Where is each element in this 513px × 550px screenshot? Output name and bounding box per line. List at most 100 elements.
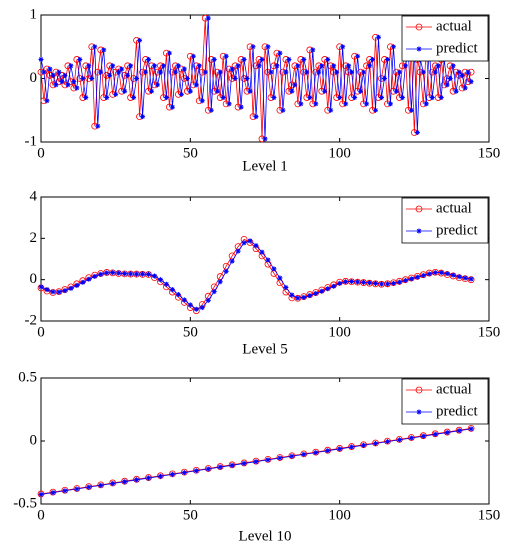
- data-point: [205, 466, 211, 472]
- data-point: [283, 69, 289, 75]
- data-point: [134, 76, 140, 81]
- data-point: [432, 69, 438, 75]
- data-point: [447, 76, 453, 81]
- data-point: [444, 271, 450, 277]
- data-point: [175, 292, 181, 298]
- x-axis-label: Level 5: [242, 341, 287, 357]
- data-point: [390, 280, 396, 286]
- data-point: [378, 95, 384, 101]
- data-point: [217, 464, 223, 470]
- data-point: [367, 63, 373, 69]
- data-point: [205, 297, 211, 303]
- data-point: [262, 136, 268, 142]
- data-point: [193, 82, 199, 88]
- y-tick-label: -1: [25, 133, 38, 149]
- data-point: [438, 270, 444, 276]
- data-point: [56, 289, 62, 295]
- data-point: [444, 82, 450, 88]
- data-point: [337, 280, 343, 286]
- data-point: [211, 289, 217, 295]
- data-point: [172, 69, 178, 75]
- data-point: [241, 460, 247, 466]
- data-point: [384, 281, 390, 287]
- data-point: [77, 56, 83, 62]
- data-point: [453, 88, 459, 94]
- data-point: [373, 107, 379, 113]
- data-point: [429, 95, 435, 101]
- data-point: [223, 268, 229, 274]
- series-line: [40, 18, 472, 139]
- data-point: [298, 101, 304, 107]
- data-point: [134, 477, 140, 483]
- data-point: [289, 88, 295, 94]
- data-point: [38, 56, 44, 62]
- data-point: [265, 257, 271, 263]
- data-point: [328, 107, 334, 113]
- data-point: [50, 289, 56, 295]
- data-point: [116, 69, 122, 75]
- data-point: [131, 95, 137, 101]
- data-point: [307, 293, 313, 299]
- data-point: [190, 53, 196, 59]
- legend-marker: [416, 46, 422, 52]
- data-point: [119, 66, 125, 72]
- data-point: [232, 76, 238, 81]
- data-point: [163, 281, 169, 287]
- data-point: [53, 82, 59, 88]
- data-point: [74, 282, 80, 288]
- data-point: [420, 273, 426, 279]
- data-point: [373, 280, 379, 286]
- data-point: [295, 295, 301, 301]
- legend-label: predict: [436, 222, 478, 238]
- data-point: [211, 56, 217, 62]
- data-point: [229, 66, 235, 72]
- data-point: [250, 44, 256, 50]
- x-tick-label: 100: [328, 507, 351, 523]
- data-point: [157, 277, 163, 283]
- data-point: [352, 95, 358, 101]
- data-point: [378, 281, 384, 287]
- data-point: [214, 88, 220, 94]
- data-point: [226, 101, 232, 107]
- data-point: [143, 69, 149, 75]
- data-point: [44, 287, 50, 293]
- data-point: [468, 79, 474, 85]
- data-point: [83, 95, 89, 101]
- legend-marker: [416, 409, 422, 415]
- data-point: [450, 272, 456, 278]
- y-tick-label: 0: [30, 70, 38, 86]
- data-point: [89, 76, 95, 81]
- data-point: [157, 473, 163, 479]
- data-point: [459, 72, 465, 78]
- data-point: [134, 271, 140, 277]
- x-axis-label: Level 10: [239, 528, 292, 544]
- data-point: [50, 490, 56, 496]
- data-point: [110, 63, 116, 69]
- data-point: [122, 479, 128, 485]
- data-point: [294, 294, 302, 302]
- data-point: [241, 240, 247, 246]
- data-point: [301, 56, 307, 62]
- data-point: [187, 88, 193, 94]
- x-tick-label: 150: [478, 507, 501, 523]
- data-point: [450, 63, 456, 69]
- data-point: [169, 471, 175, 477]
- data-point: [235, 63, 241, 69]
- data-point: [98, 482, 104, 488]
- data-point: [355, 53, 361, 59]
- data-point: [256, 63, 262, 69]
- data-point: [325, 448, 331, 454]
- data-point: [44, 98, 50, 104]
- data-point: [160, 63, 166, 69]
- data-point: [381, 76, 387, 81]
- data-point: [95, 123, 101, 129]
- data-point: [140, 271, 146, 277]
- data-point: [149, 88, 155, 94]
- y-tick-label: 2: [30, 230, 38, 246]
- data-point: [426, 271, 432, 277]
- data-point: [80, 279, 86, 285]
- x-tick-label: 100: [328, 324, 351, 340]
- data-point: [319, 288, 325, 294]
- data-point: [47, 66, 53, 72]
- data-point: [241, 56, 247, 62]
